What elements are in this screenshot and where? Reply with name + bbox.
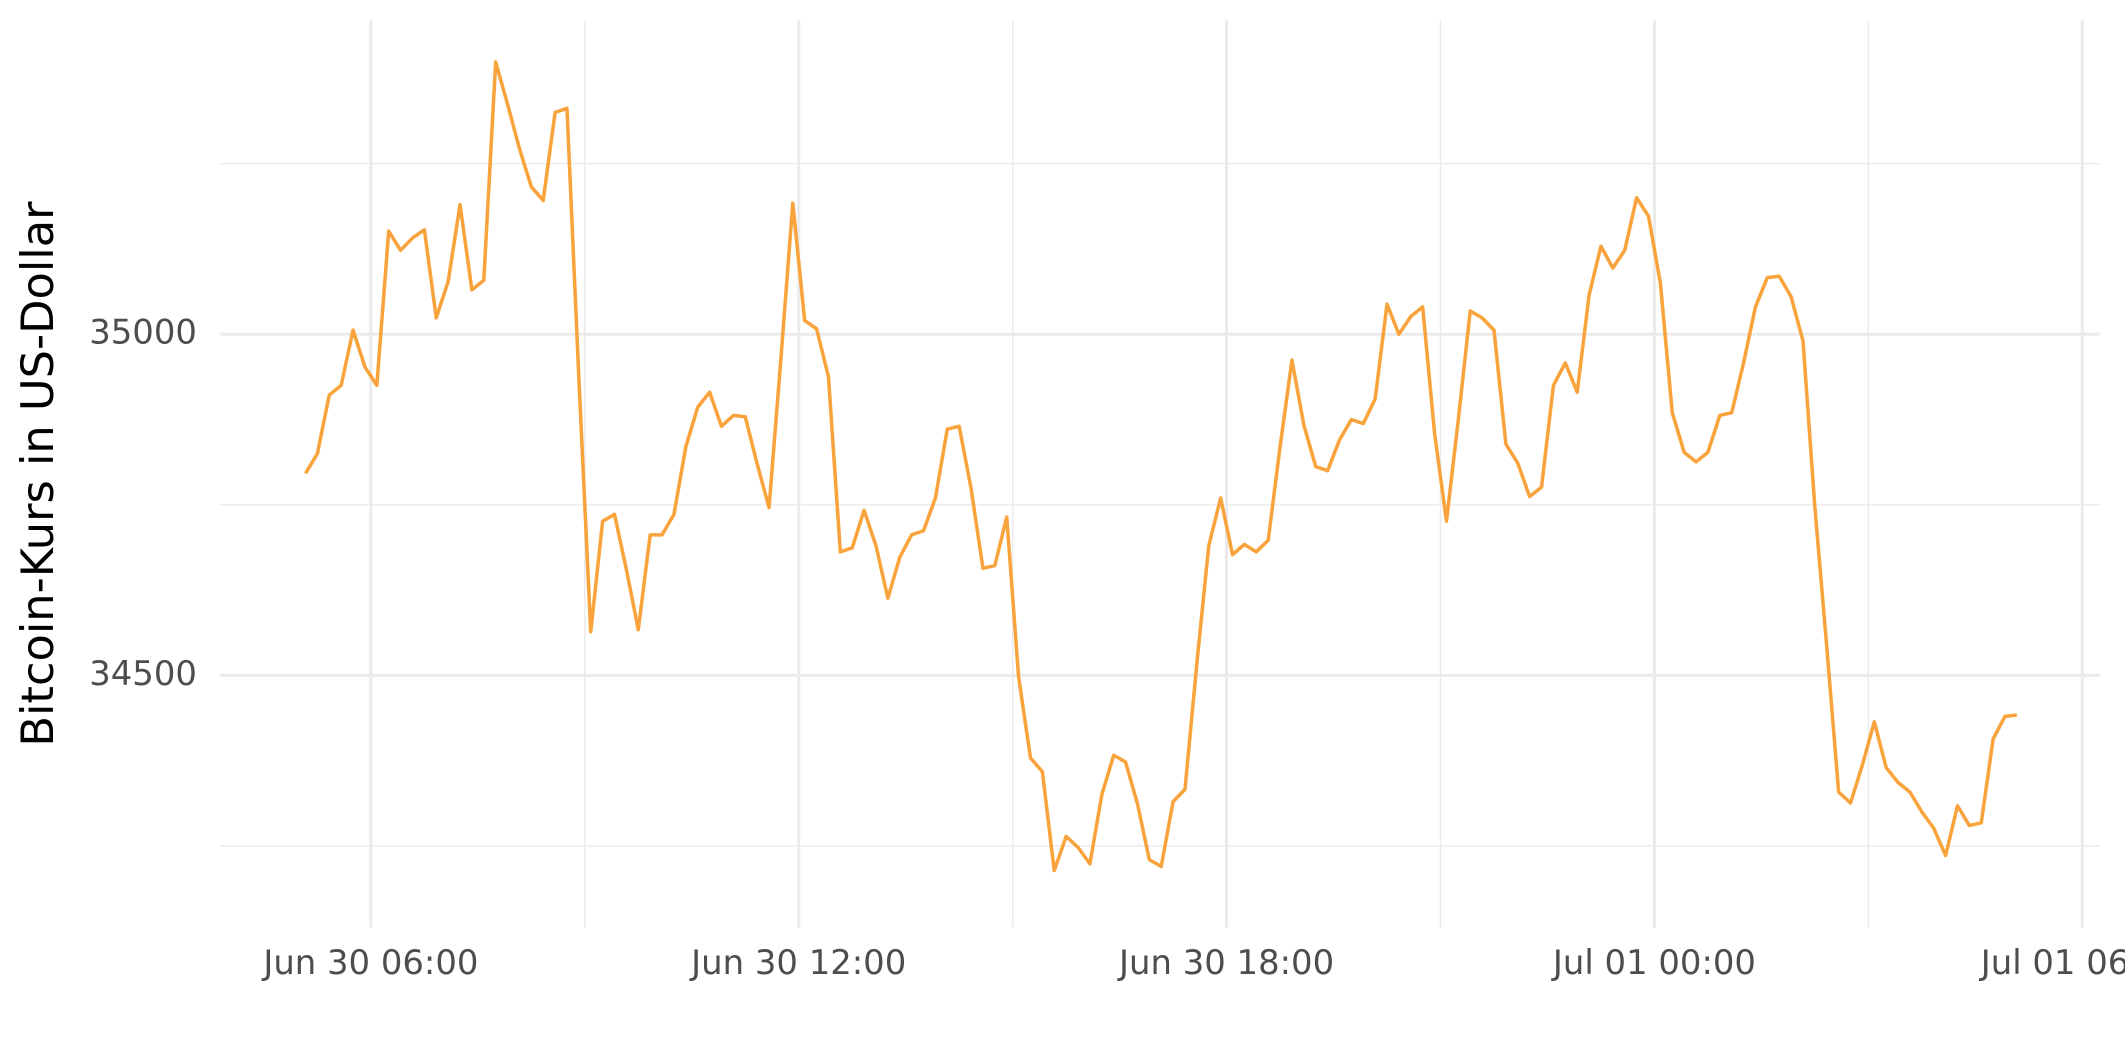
x-tick-label: Jun 30 12:00 <box>689 943 906 982</box>
y-tick-label: 35000 <box>89 313 197 352</box>
x-tick-label: Jun 30 18:00 <box>1117 943 1334 982</box>
x-tick-label: Jul 01 00:00 <box>1551 943 1756 982</box>
price-line <box>304 60 2018 873</box>
x-tick-label: Jun 30 06:00 <box>261 943 478 982</box>
y-tick-label: 34500 <box>89 654 197 693</box>
x-tick-label: Jul 01 06:00 <box>1979 943 2125 982</box>
y-axis-title: Bitcoin-Kurs in US-Dollar <box>12 201 64 747</box>
